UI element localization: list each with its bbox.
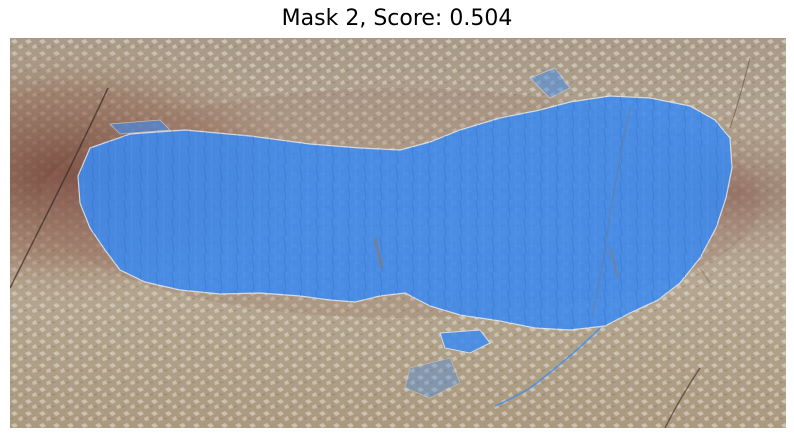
mask-edge-streak xyxy=(494,327,601,407)
hair-strand xyxy=(10,87,109,289)
mask-fragment xyxy=(529,67,571,99)
mask-fragment xyxy=(109,119,171,135)
hair-strand xyxy=(664,367,701,428)
mask-fragment xyxy=(404,357,461,399)
figure-title: Mask 2, Score: 0.504 xyxy=(281,6,513,31)
image-canvas xyxy=(10,38,786,428)
segmentation-image xyxy=(10,38,786,428)
mask-fragment xyxy=(439,329,491,354)
